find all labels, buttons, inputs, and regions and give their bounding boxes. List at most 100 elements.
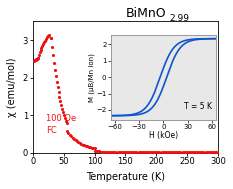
Point: [51, 53, 55, 57]
Point: [185, 151, 188, 154]
Point: [164, 151, 168, 154]
Point: [162, 150, 165, 153]
Point: [143, 150, 147, 153]
Point: [139, 150, 142, 153]
Point: [61, 111, 65, 114]
Point: [93, 150, 96, 153]
Point: [38, 51, 41, 54]
Point: [32, 59, 36, 62]
Point: [33, 59, 36, 62]
Point: [66, 132, 70, 135]
Point: [128, 150, 132, 153]
Point: [120, 150, 124, 153]
Point: [110, 150, 113, 153]
Text: 100 Oe
FC: 100 Oe FC: [46, 115, 77, 135]
Point: [147, 150, 151, 153]
Point: [62, 114, 66, 117]
Point: [78, 142, 82, 145]
Point: [84, 144, 88, 147]
Point: [153, 150, 157, 153]
Point: [42, 41, 46, 44]
Point: [166, 151, 170, 154]
Point: [193, 151, 197, 154]
Point: [91, 147, 95, 150]
Point: [50, 45, 54, 48]
Point: [199, 151, 203, 154]
Point: [41, 43, 45, 46]
X-axis label: Temperature (K): Temperature (K): [86, 172, 165, 182]
Point: [187, 151, 191, 154]
Point: [93, 147, 96, 150]
Point: [197, 151, 201, 154]
Point: [122, 150, 126, 153]
Point: [56, 86, 59, 89]
Point: [214, 151, 218, 154]
Point: [126, 150, 130, 153]
Point: [69, 135, 73, 138]
Point: [45, 37, 48, 40]
Point: [160, 150, 163, 153]
Point: [95, 150, 99, 153]
Point: [85, 145, 89, 148]
Point: [64, 119, 68, 122]
Point: [116, 150, 120, 153]
Point: [63, 117, 67, 120]
Point: [172, 151, 176, 154]
Point: [37, 53, 41, 56]
Point: [112, 150, 115, 153]
Point: [88, 146, 92, 149]
Point: [45, 36, 49, 39]
Point: [124, 150, 128, 153]
Point: [130, 150, 134, 153]
Point: [145, 150, 149, 153]
Point: [174, 151, 178, 154]
Point: [210, 151, 214, 154]
Point: [57, 91, 60, 94]
Point: [54, 74, 58, 77]
Point: [58, 95, 61, 98]
Point: [202, 151, 205, 154]
Point: [195, 151, 199, 154]
Point: [155, 150, 159, 153]
Point: [49, 36, 53, 40]
Point: [151, 150, 155, 153]
Point: [46, 34, 50, 37]
Point: [74, 139, 77, 142]
Point: [53, 68, 57, 71]
Point: [40, 47, 43, 50]
Point: [170, 151, 174, 154]
Point: [212, 151, 216, 154]
Point: [60, 107, 64, 110]
Point: [65, 130, 69, 133]
Point: [82, 144, 86, 147]
Point: [68, 133, 72, 136]
Point: [137, 150, 140, 153]
Point: [178, 151, 182, 154]
Point: [72, 138, 76, 141]
Text: BiMnO: BiMnO: [125, 7, 166, 20]
Point: [52, 61, 56, 64]
Point: [208, 151, 212, 154]
Point: [97, 150, 101, 153]
Point: [35, 57, 39, 60]
Point: [35, 57, 38, 60]
Point: [204, 151, 207, 154]
Point: [77, 141, 80, 144]
Point: [181, 151, 184, 154]
Y-axis label: χ (emu/mol): χ (emu/mol): [7, 57, 17, 117]
Point: [58, 100, 62, 103]
Point: [81, 143, 85, 146]
Text: 2.99: 2.99: [169, 14, 189, 23]
Point: [41, 45, 44, 48]
Point: [71, 136, 74, 139]
Point: [103, 150, 107, 153]
Point: [79, 142, 83, 145]
Point: [101, 150, 105, 153]
Point: [36, 57, 40, 60]
Point: [168, 151, 172, 154]
Point: [107, 150, 111, 153]
Point: [118, 150, 122, 153]
Point: [65, 122, 69, 125]
Point: [158, 150, 161, 153]
Point: [75, 140, 79, 143]
